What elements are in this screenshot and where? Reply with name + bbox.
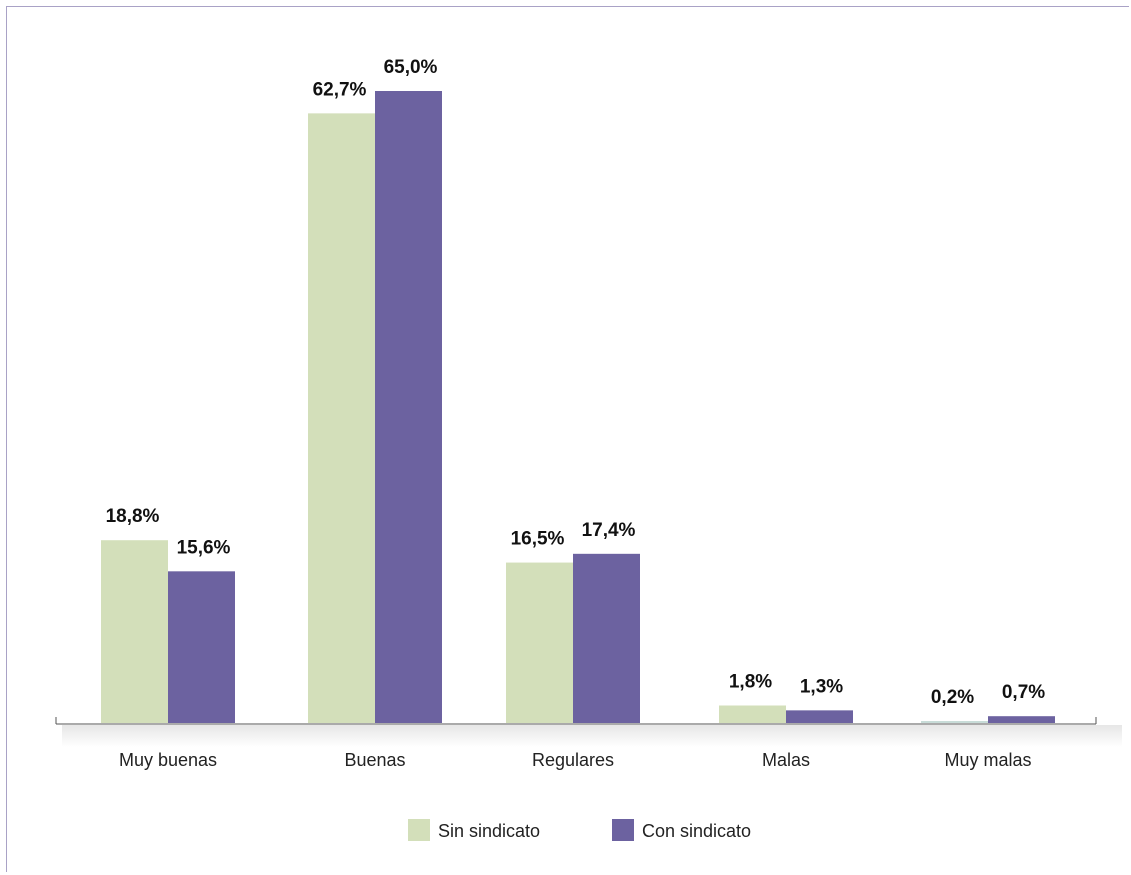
value-labels-group: 18,8% 15,6% 62,7% 65,0% 16,5% 17,4% 1,8% 1,3% 0,… [106,57,1046,708]
value-label: 16,5% [511,529,565,550]
bar-sin-sindicato-4 [921,721,988,723]
value-label: 62,7% [313,79,367,100]
legend: Sin sindicato Con sindicato [408,819,751,841]
value-label: 18,8% [106,506,160,527]
legend-swatch-sin-sindicato [408,819,430,841]
category-label: Buenas [344,750,405,770]
chart-frame [6,6,1129,872]
value-label: 15,6% [177,537,231,558]
value-label: 0,7% [1002,682,1045,703]
category-label: Muy buenas [119,750,217,770]
legend-swatch-con-sindicato [612,819,634,841]
bar-sin-sindicato-1 [308,113,375,723]
category-label: Regulares [532,750,614,770]
bar-con-sindicato-4 [988,716,1055,723]
category-label: Muy malas [944,750,1031,770]
bar-con-sindicato-0 [168,571,235,723]
bar-sin-sindicato-0 [101,540,168,723]
bar-sin-sindicato-3 [719,705,786,723]
value-label: 0,2% [931,687,974,708]
bar-con-sindicato-1 [375,91,442,723]
legend-label: Sin sindicato [438,821,540,841]
baseline-shadow [62,725,1122,747]
bars-group [101,91,1055,723]
value-label: 17,4% [582,520,636,541]
category-labels-group: Muy buenas Buenas Regulares Malas Muy malas [119,750,1032,770]
bar-con-sindicato-2 [573,553,640,723]
value-label: 1,3% [800,676,843,697]
legend-label: Con sindicato [642,821,751,841]
value-label: 65,0% [384,57,438,78]
category-label: Malas [762,750,810,770]
bar-sin-sindicato-2 [506,562,573,723]
bar-con-sindicato-3 [786,710,853,723]
value-label: 1,8% [729,671,772,692]
